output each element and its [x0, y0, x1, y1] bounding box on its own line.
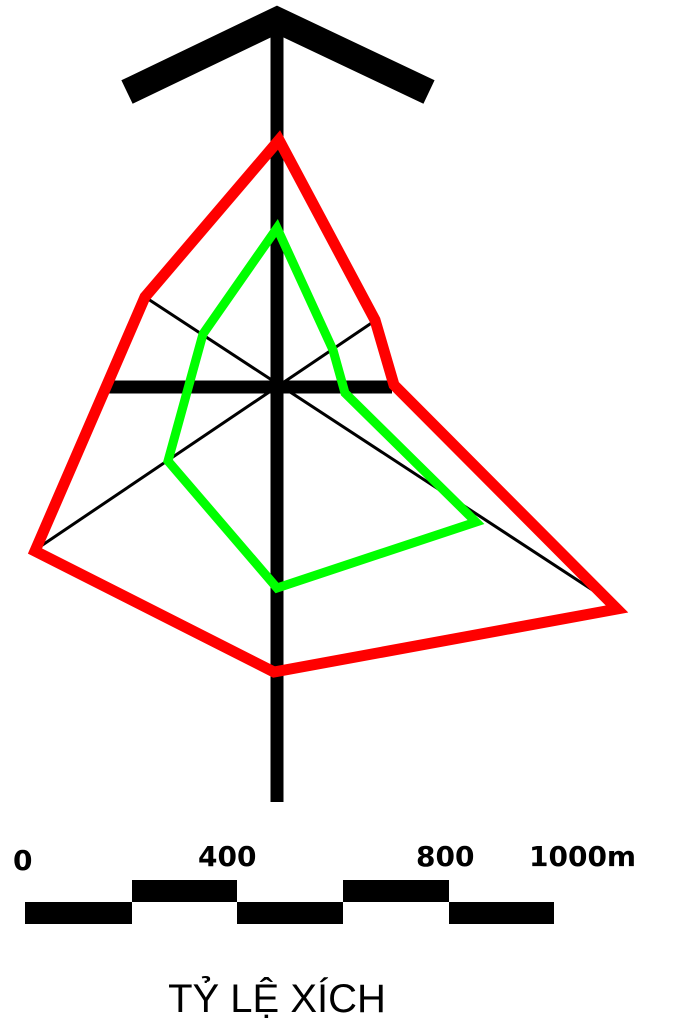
scale-segment-2 [132, 880, 237, 902]
scale-caption: TỶ LỆ XÍCH [168, 975, 386, 1021]
scale-label-0: 0 [13, 844, 32, 877]
diagonal-axis-nw-se [144, 295, 621, 610]
outer-red-polygon [27, 130, 629, 678]
scale-segment-4 [343, 880, 449, 902]
scale-label-400: 400 [198, 840, 256, 873]
north-arrow-icon [121, 5, 435, 104]
scale-label-1000m: 1000m [529, 840, 636, 873]
scale-segment-5 [449, 902, 554, 924]
scale-segment-1 [25, 902, 132, 924]
diagonal-axis-sw-ne [37, 318, 377, 550]
inner-green-polygon [163, 218, 485, 594]
scale-label-800: 800 [416, 840, 474, 873]
scale-segment-3 [237, 902, 343, 924]
scale-bar [25, 880, 554, 924]
